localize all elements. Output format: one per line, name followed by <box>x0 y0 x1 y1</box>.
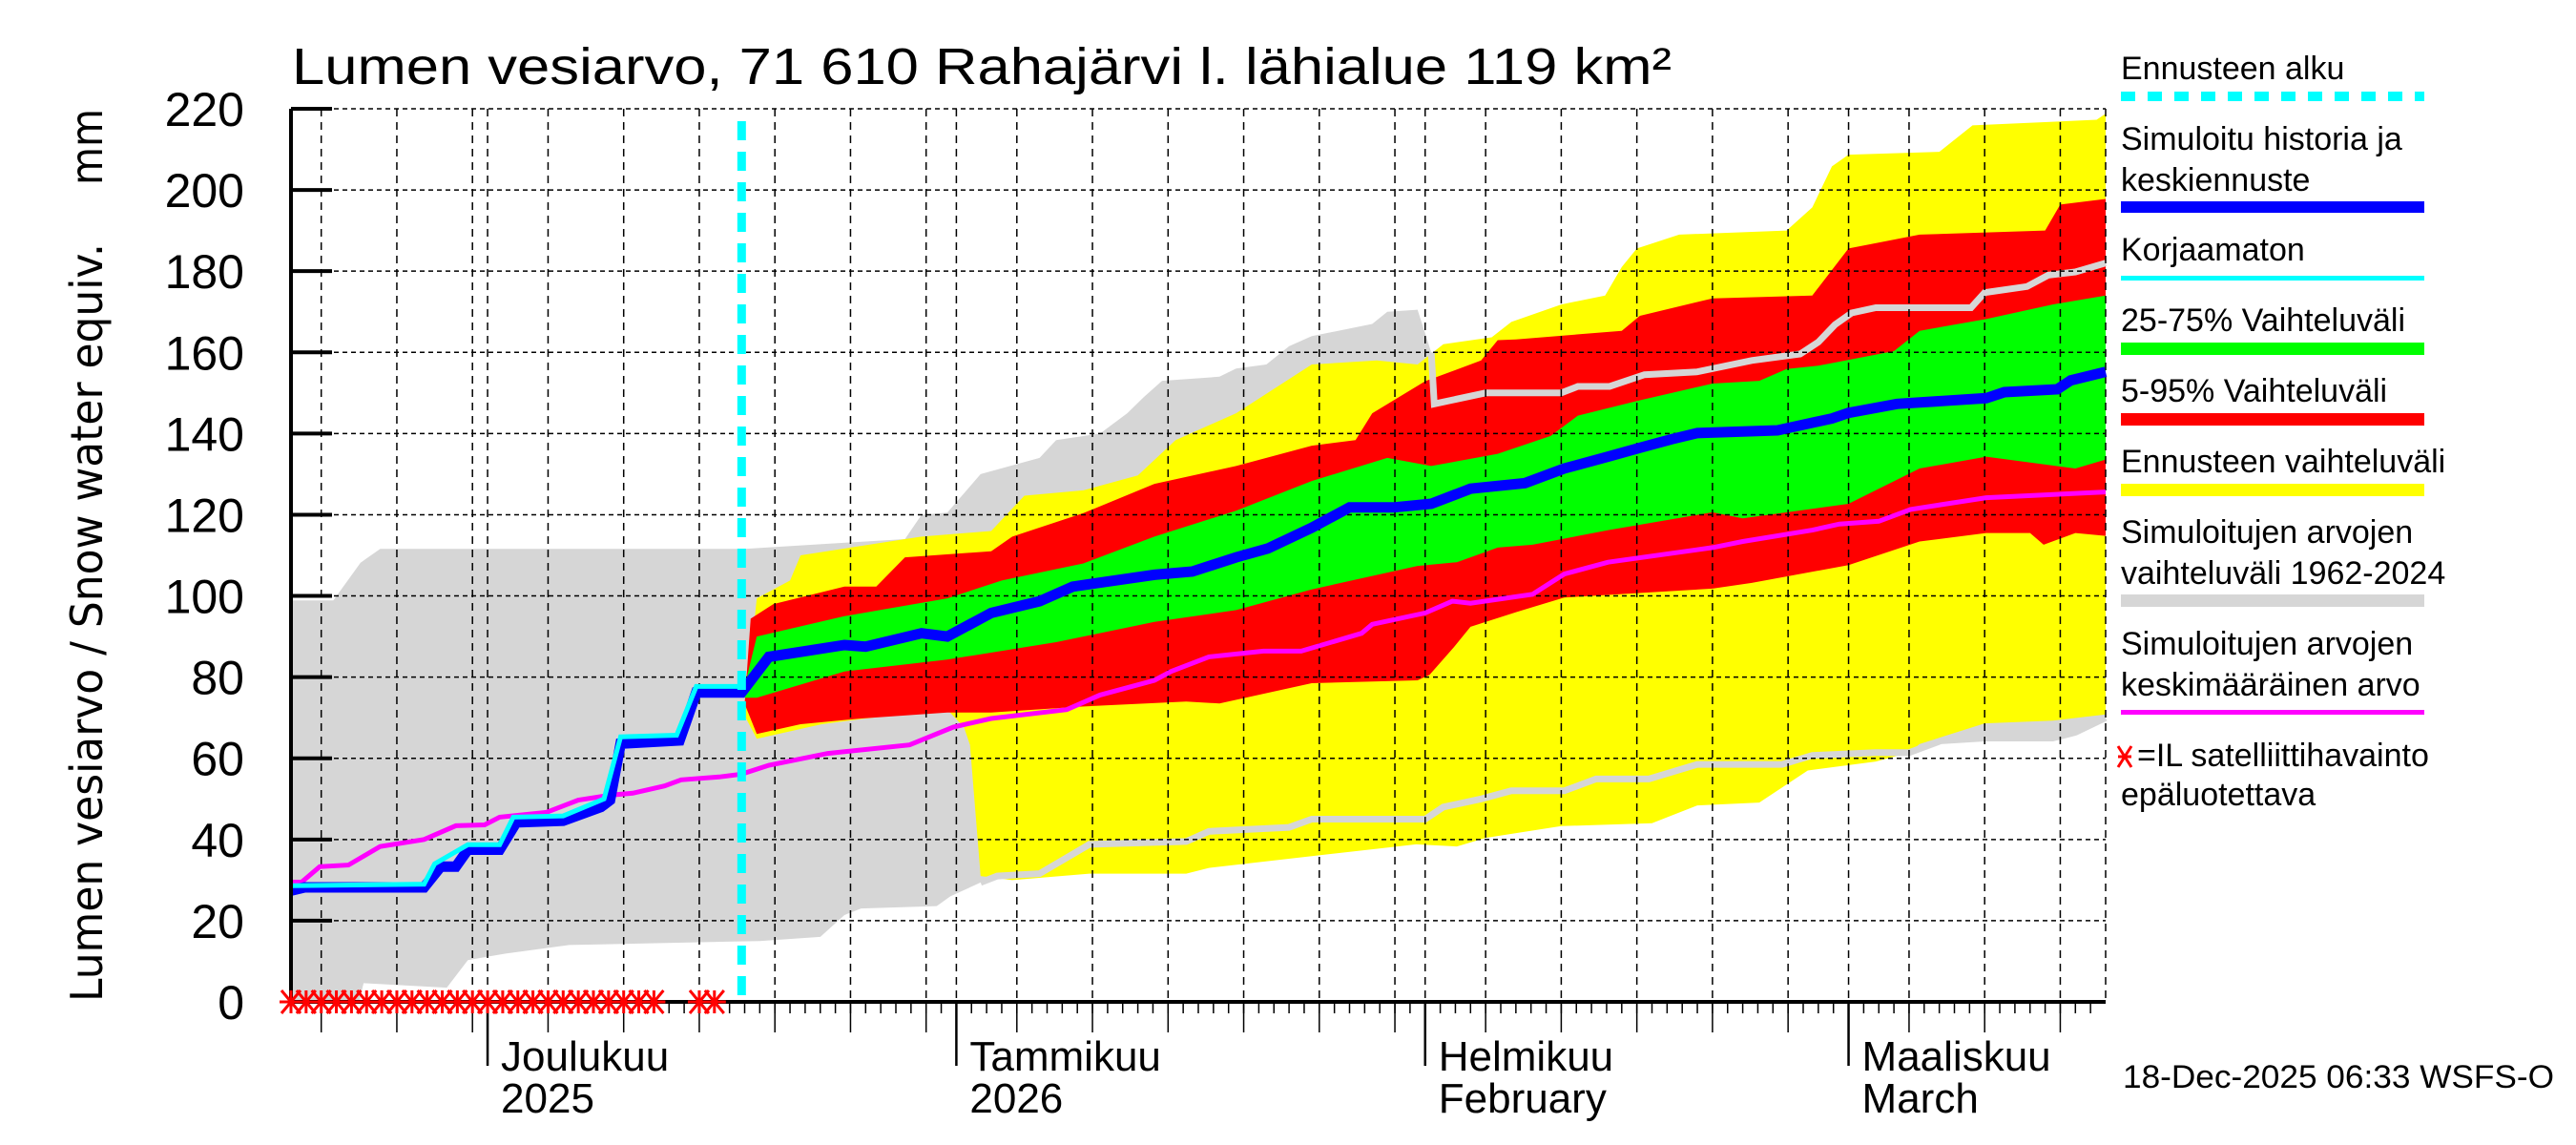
legend-p5-95-swatch <box>2121 413 2424 426</box>
satellite-star-marker <box>582 989 605 1014</box>
year-label: March <box>1862 1075 1979 1122</box>
legend-simulated-label-2: keskiennuste <box>2121 162 2310 198</box>
satellite-star-marker <box>415 989 439 1014</box>
y-tick-label: 200 <box>165 164 244 218</box>
legend-forecast-start-label: Ennusteen alku <box>2121 51 2344 87</box>
year-label: 2026 <box>969 1075 1063 1122</box>
satellite-star-marker <box>687 989 711 1014</box>
satellite-star-marker <box>490 989 514 1014</box>
y-axis-unit: mm <box>61 109 113 185</box>
satellite-star-marker <box>702 989 726 1014</box>
satellite-star-marker <box>294 989 318 1014</box>
satellite-star-marker <box>506 989 530 1014</box>
legend-mean-label-2: keskimääräinen arvo <box>2121 667 2420 703</box>
timestamp: 18-Dec-2025 06:33 WSFS-O <box>2123 1059 2554 1095</box>
y-tick-label: 180 <box>165 245 244 299</box>
y-axis-title: Lumen vesiarvo / Snow water equiv. mm <box>61 109 113 1002</box>
legend-simulated-label-1: Simuloitu historia ja <box>2121 121 2402 157</box>
legend-forecast-range-swatch <box>2121 484 2424 496</box>
legend-p25-75-swatch <box>2121 343 2424 355</box>
month-label: Tammikuu <box>969 1033 1161 1080</box>
satellite-star-marker <box>612 989 635 1014</box>
satellite-star-marker <box>521 989 545 1014</box>
hist-lower-edge-line <box>979 715 2108 886</box>
legend-hist-range-label-2: vaihteluväli 1962-2024 <box>2121 555 2445 592</box>
plot-area <box>280 107 2108 1066</box>
year-label: February <box>1439 1075 1607 1122</box>
y-tick-label: 160 <box>165 326 244 380</box>
legend-p5-95-label: 5-95% Vaihteluväli <box>2121 373 2387 409</box>
y-axis-label: Lumen vesiarvo / Snow water equiv. <box>61 243 113 1002</box>
legend-mean-label-1: Simuloitujen arvojen <box>2121 626 2413 662</box>
y-tick-label: 80 <box>191 652 244 705</box>
y-tick-labels: 0 20 40 60 80 100 120 140 160 180 200 220 <box>165 83 244 1030</box>
hist-upper-edge-line <box>1427 260 2107 408</box>
series-line-1 <box>289 366 2108 896</box>
legend-forecast-range-label: Ennusteen vaihteluväli <box>2121 444 2445 480</box>
series-line-0 <box>291 489 2107 885</box>
legend-uncorrected-swatch <box>2121 276 2424 281</box>
satellite-star-marker <box>400 989 424 1014</box>
year-label: 2025 <box>501 1075 594 1122</box>
legend-simulated-swatch <box>2121 201 2424 213</box>
y-tick-label: 60 <box>191 733 244 786</box>
chart-title: Lumen vesiarvo, 71 610 Rahajärvi l. lähi… <box>292 38 1672 95</box>
legend-uncorrected-label: Korjaamaton <box>2121 232 2305 268</box>
legend-star-icon <box>2116 745 2133 768</box>
y-tick-label: 100 <box>165 571 244 624</box>
y-tick-label: 40 <box>191 814 244 867</box>
legend-satellite-label-1: =IL satelliittihavainto <box>2137 738 2429 774</box>
satellite-star-marker <box>384 989 408 1014</box>
y-tick-label: 220 <box>165 83 244 136</box>
satellite-star-marker <box>370 989 394 1014</box>
month-label: Joulukuu <box>501 1033 669 1080</box>
legend-p25-75-label: 25-75% Vaihteluväli <box>2121 302 2405 339</box>
legend-mean-swatch <box>2121 710 2424 715</box>
y-tick-label: 0 <box>218 976 244 1030</box>
month-label: Helmikuu <box>1439 1033 1613 1080</box>
satellite-star-marker <box>642 989 666 1014</box>
legend-hist-range-swatch <box>2121 594 2424 607</box>
y-tick-label: 20 <box>191 895 244 948</box>
y-tick-label: 120 <box>165 489 244 542</box>
series-line-2 <box>290 683 742 888</box>
month-label: Maaliskuu <box>1862 1033 2051 1080</box>
y-tick-label: 140 <box>165 407 244 461</box>
legend-hist-range-label-1: Simuloitujen arvojen <box>2121 514 2413 551</box>
legend-satellite-label-2: epäluotettava <box>2121 777 2316 813</box>
satellite-star-marker <box>430 989 454 1014</box>
legend: Ennusteen alku Simuloitu historia ja kes… <box>2116 51 2445 813</box>
